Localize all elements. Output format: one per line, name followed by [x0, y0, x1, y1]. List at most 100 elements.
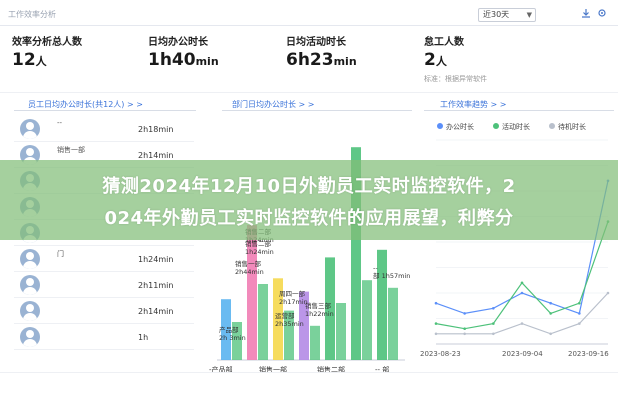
category-label: 销售二部 [317, 365, 345, 374]
stat-total-people: 效率分析总人数 12人 [12, 33, 152, 83]
data-point [463, 312, 466, 315]
data-label: 销售三部 [305, 301, 332, 310]
data-label: 2h35min [275, 320, 304, 328]
data-label: 销售一部 [235, 259, 262, 268]
list-item[interactable]: 1h [14, 324, 194, 350]
data-label: -- [373, 264, 378, 272]
top-bar: 工作效率分析 近30天 ▼ [0, 0, 618, 26]
data-label: 2h44min [235, 268, 264, 276]
stat-note: 标准：根据异常软件 [424, 75, 487, 83]
bar-销售一部-活动时长 [258, 284, 268, 360]
bar-运营部-办公时长 [377, 249, 387, 360]
department-panel-title[interactable]: 部门日均办公时长 > > [232, 100, 315, 109]
bar-销售三部-活动时长 [336, 303, 346, 360]
data-point [463, 332, 466, 336]
bar-销售一部-办公时长 [247, 225, 257, 360]
stat-label: 日均办公时长 [148, 37, 208, 48]
bar-行政部-办公时长 [299, 291, 309, 360]
data-point [434, 301, 438, 305]
data-point [578, 322, 581, 325]
data-point [463, 327, 466, 330]
efficiency-trend-chart: 办公时长 活动时长 待机时长 2023-08-23 2023-09-04 2023-09-… [420, 122, 610, 358]
employee-name: 门 [57, 250, 64, 258]
data-point [434, 322, 438, 325]
list-item[interactable]: 2h11min [14, 272, 194, 298]
data-point [549, 332, 552, 336]
data-point [520, 291, 524, 295]
data-point [492, 332, 495, 336]
download-icon[interactable] [580, 7, 592, 19]
x-tick-label: 2023-08-23 [420, 350, 461, 358]
list-item[interactable]: -- 2h18min [14, 116, 194, 142]
bar-销售三部-办公时长 [325, 257, 335, 360]
trend-panel-title[interactable]: 工作效率趋势 > > [440, 100, 507, 109]
legend-label: 待机时长 [558, 122, 586, 131]
data-point [606, 291, 610, 295]
employee-duration: 2h11min [138, 281, 174, 290]
list-item[interactable]: 门 1h24min [14, 246, 194, 272]
data-label: 产品部 [219, 325, 239, 334]
employee-name: -- [57, 119, 63, 127]
avatar [20, 301, 40, 321]
avatar [20, 275, 40, 295]
stat-value: 6h23min [286, 50, 357, 70]
legend-marker [493, 123, 499, 129]
category-label: 销售一部 [259, 365, 287, 374]
list-item[interactable]: 2h14min [14, 298, 194, 324]
data-point [492, 307, 495, 310]
bar-销售二部-活动时长 [284, 310, 294, 360]
stat-label: 效率分析总人数 [12, 37, 82, 48]
employee-panel-title[interactable]: 员工日均办公时长(共12人) > > [28, 100, 143, 109]
avatar [20, 249, 40, 269]
legend-marker [437, 123, 443, 129]
divider [0, 92, 618, 93]
divider [14, 110, 196, 111]
divider [424, 110, 614, 111]
banner-line-2: 024年外勤员工实时监控软件的应用展望，利弊分 [104, 208, 514, 229]
legend-label: 活动时长 [502, 122, 530, 131]
data-label: 周四一部 [279, 289, 306, 298]
data-label: 1h24min [245, 236, 274, 244]
stat-label: 日均活动时长 [286, 37, 346, 48]
employee-duration: 2h14min [138, 307, 174, 316]
category-label: -产品部 [209, 365, 233, 374]
data-label: 部 1h57min [373, 271, 410, 280]
bar-销售二部-办公时长 [273, 278, 283, 360]
settings-icon[interactable] [596, 7, 608, 19]
stat-label: 怠工人数 [424, 37, 464, 48]
bottom-strip [0, 372, 618, 400]
category-label: -- 部 [375, 365, 389, 374]
date-range-value: 近30天 [483, 10, 510, 19]
employee-duration: 2h14min [138, 151, 174, 160]
data-label: 销售二部 [245, 239, 272, 248]
data-label: 运营部 [275, 311, 295, 320]
date-range-select[interactable]: 近30天 ▼ [478, 8, 536, 22]
bar-技术部-办公时长 [351, 147, 361, 360]
data-label: 1h22min [305, 310, 334, 318]
stat-value: 1h40min [148, 50, 219, 70]
x-tick-label: 2023-09-04 [502, 350, 543, 358]
divider [222, 110, 412, 111]
avatar [20, 119, 40, 139]
employee-name: 销售一部 [57, 146, 85, 154]
chevron-down-icon: ▼ [526, 11, 532, 19]
data-point [520, 322, 524, 325]
employee-duration: 1h24min [138, 255, 174, 264]
data-point [578, 312, 581, 315]
bar-产品部-活动时长 [232, 322, 242, 360]
bar-产品部-办公时长 [221, 299, 231, 360]
data-point [434, 332, 438, 336]
data-point [578, 301, 581, 305]
data-point [549, 301, 552, 305]
employee-duration: 1h [138, 333, 149, 342]
employee-duration: 2h18min [138, 125, 174, 134]
data-label: 2h17min [279, 298, 308, 306]
data-label: 2h 3min [219, 334, 246, 342]
data-point [549, 312, 552, 315]
x-tick-label: 2023-09-16 [568, 350, 609, 358]
data-point [492, 322, 495, 325]
stat-value: 12人 [12, 50, 47, 70]
data-label: 1h24min [245, 248, 274, 256]
bar-技术部-活动时长 [362, 280, 372, 360]
